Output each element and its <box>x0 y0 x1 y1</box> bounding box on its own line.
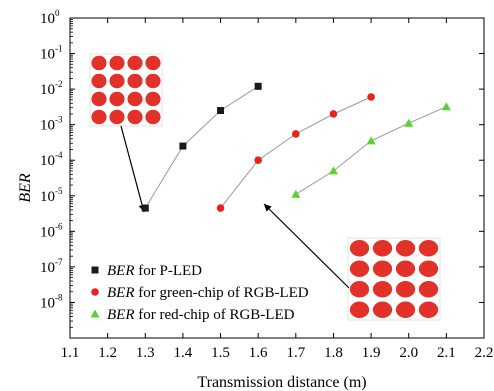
constellation-cluster <box>145 91 161 107</box>
x-tick-label: 1.9 <box>362 345 381 361</box>
constellation-cluster <box>109 109 125 125</box>
y-tick-label: 10-2 <box>40 79 63 98</box>
red-chip-point <box>404 118 414 127</box>
constellation-cluster <box>372 260 393 277</box>
y-axis-label: BER <box>17 173 34 203</box>
series-2-line <box>295 106 447 195</box>
constellation-cluster <box>349 281 370 298</box>
constellation-cluster <box>109 55 125 71</box>
p-led-constellation-inset <box>89 53 163 127</box>
constellation-cluster <box>127 91 143 107</box>
legend-marker-square <box>91 266 99 274</box>
red-chip-point <box>291 189 301 198</box>
series-lines <box>144 85 447 209</box>
green-chip-point <box>216 204 225 212</box>
x-tick-label: 1.2 <box>98 345 117 361</box>
constellation-cluster <box>395 240 416 257</box>
legend-label-2: BER for red-chip of RGB-LED <box>107 307 295 323</box>
green-chip-point <box>254 156 262 165</box>
p-led-point <box>254 82 262 90</box>
y-tick-label: 10-1 <box>40 44 63 63</box>
constellation-cluster <box>127 73 143 89</box>
arrow-to-p-led <box>120 125 146 213</box>
legend-marker-circle <box>91 288 99 296</box>
constellation-insets <box>89 53 441 321</box>
arrow-to-green-chip <box>263 203 350 289</box>
constellation-cluster <box>372 240 393 257</box>
p-led-point <box>179 142 187 150</box>
y-tick-label: 100 <box>40 8 60 27</box>
red-chip-point <box>441 102 451 111</box>
x-axis-label: Transmission distance (m) <box>197 374 366 391</box>
x-tick-label: 1.1 <box>61 345 80 361</box>
y-tick-label: 10-3 <box>40 115 63 134</box>
constellation-cluster <box>395 281 416 298</box>
x-axis-ticks: 1.1 1.2 1.3 1.4 1.5 1.6 1.7 1.8 1.9 2.0 2.1 2.2 <box>61 18 494 361</box>
p-led-point <box>217 107 225 115</box>
x-tick-label: 2.1 <box>437 345 456 361</box>
x-tick-label: 1.3 <box>136 345 155 361</box>
constellation-cluster <box>395 301 416 318</box>
y-tick-label: 10-5 <box>40 186 63 205</box>
constellation-cluster <box>395 260 416 277</box>
red-chip-point <box>328 166 338 175</box>
constellation-cluster <box>145 55 161 71</box>
rgb-led-constellation-inset <box>347 237 441 321</box>
x-tick-label: 1.5 <box>211 345 230 361</box>
green-chip-point <box>292 130 300 138</box>
x-tick-label: 1.8 <box>324 345 343 361</box>
y-tick-label: 10-4 <box>40 150 63 169</box>
constellation-cluster <box>91 109 107 125</box>
data-points <box>141 82 451 212</box>
legend-marker-triangle <box>90 309 100 318</box>
x-tick-label: 2.2 <box>475 345 494 361</box>
constellation-cluster <box>91 91 107 107</box>
x-tick-label: 1.6 <box>249 345 268 361</box>
legend: BER for P-LED BER for green-chip of RGB-L… <box>90 263 309 323</box>
plot-border <box>69 17 485 339</box>
x-tick-label: 1.4 <box>174 345 193 361</box>
constellation-cluster <box>349 240 370 257</box>
legend-label-0: BER for P-LED <box>107 263 202 279</box>
constellation-cluster <box>145 109 161 125</box>
constellation-cluster <box>349 260 370 277</box>
red-chip-point <box>366 136 376 145</box>
series-0-line <box>144 85 259 209</box>
constellation-cluster <box>418 301 439 318</box>
constellation-cluster <box>418 260 439 277</box>
legend-label-1: BER for green-chip of RGB-LED <box>107 285 309 301</box>
constellation-cluster <box>418 240 439 257</box>
constellation-cluster <box>91 73 107 89</box>
constellation-cluster <box>418 281 439 298</box>
constellation-cluster <box>127 109 143 125</box>
p-led-point <box>141 204 149 212</box>
constellation-cluster <box>372 281 393 298</box>
y-tick-label: 10-6 <box>40 221 63 240</box>
constellation-cluster <box>109 73 125 89</box>
y-axis-ticks: 100 10-1 10-2 10-3 10-4 10-5 10-6 10-7 10-8 <box>40 8 484 328</box>
constellation-cluster <box>145 73 161 89</box>
y-tick-label: 10-8 <box>40 292 63 311</box>
plot-frame <box>69 17 485 339</box>
y-tick-label: 10-7 <box>40 257 63 276</box>
constellation-cluster <box>109 91 125 107</box>
constellation-cluster <box>372 301 393 318</box>
annotation-arrows <box>120 125 350 289</box>
x-tick-label: 2.0 <box>399 345 418 361</box>
green-chip-point <box>329 110 338 118</box>
green-chip-point <box>367 93 375 101</box>
constellation-cluster <box>127 55 143 71</box>
constellation-cluster <box>349 301 370 318</box>
constellation-cluster <box>91 55 107 71</box>
x-tick-label: 1.7 <box>286 345 305 361</box>
